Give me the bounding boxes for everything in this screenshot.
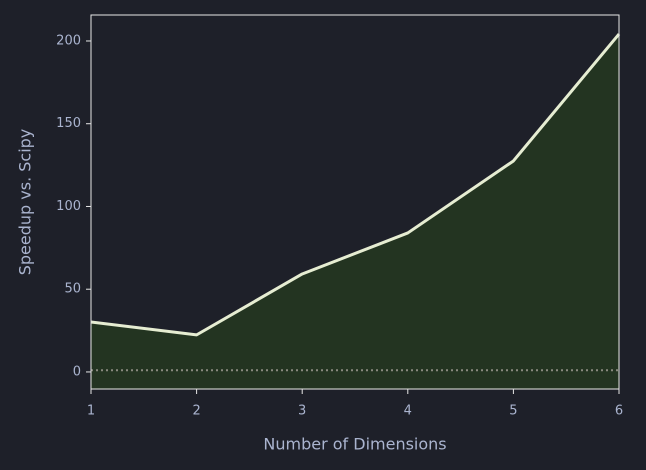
y-tick-label: 200 xyxy=(56,33,81,48)
y-tick-label: 150 xyxy=(56,116,81,131)
area xyxy=(91,34,619,389)
y-tick-label: 100 xyxy=(56,199,81,214)
x-tick-label: 3 xyxy=(298,404,306,419)
x-tick-label: 2 xyxy=(192,404,200,419)
y-tick-label: 50 xyxy=(64,282,81,297)
x-tick-label: 4 xyxy=(404,404,412,419)
x-axis-label: Number of Dimensions xyxy=(263,435,446,454)
y-axis-label: Speedup vs. Scipy xyxy=(16,129,35,276)
y-tick-label: 0 xyxy=(73,364,81,379)
line xyxy=(90,33,621,337)
x-tick-label: 1 xyxy=(87,404,95,419)
plot-frame xyxy=(90,14,620,390)
x-tick-label: 6 xyxy=(615,404,623,419)
x-tick-label: 5 xyxy=(509,404,517,419)
